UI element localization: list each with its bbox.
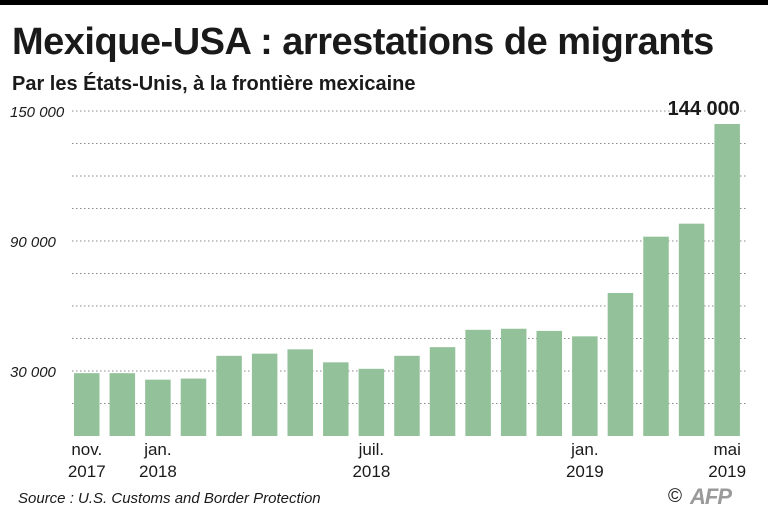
source-note: Source : U.S. Customs and Border Protect… bbox=[18, 490, 321, 507]
y-tick-label: 30 000 bbox=[10, 364, 57, 381]
bar bbox=[180, 378, 207, 436]
bar bbox=[643, 236, 669, 436]
data-label: 144 000 bbox=[668, 98, 740, 120]
chart-title: Mexique-USA : arrestations de migrants bbox=[12, 21, 714, 63]
bar bbox=[465, 329, 491, 436]
copyright-symbol: © bbox=[668, 486, 682, 507]
bar bbox=[74, 373, 100, 436]
bar bbox=[358, 368, 385, 436]
y-tick-label: 150 000 bbox=[10, 104, 65, 121]
chart-subtitle: Par les États-Unis, à la frontière mexic… bbox=[12, 73, 416, 95]
bar bbox=[394, 355, 420, 436]
x-tick-label: juil. 2018 bbox=[352, 440, 390, 481]
bar bbox=[287, 349, 313, 436]
x-tick-label: nov. 2017 bbox=[68, 440, 106, 481]
bar bbox=[323, 362, 349, 436]
bar bbox=[429, 347, 456, 436]
x-tick-label: jan. 2018 bbox=[139, 440, 177, 481]
bar bbox=[109, 373, 136, 436]
bar bbox=[714, 124, 740, 436]
bar bbox=[607, 293, 634, 436]
bar bbox=[572, 336, 598, 436]
x-tick-label: jan. 2019 bbox=[566, 440, 604, 481]
afp-logo: AFP bbox=[690, 484, 732, 509]
bar bbox=[145, 379, 171, 436]
bar bbox=[678, 223, 705, 436]
bar bbox=[216, 355, 242, 436]
y-tick-label: 90 000 bbox=[10, 234, 57, 251]
x-tick-label: mai 2019 bbox=[708, 440, 746, 481]
top-rule bbox=[0, 0, 768, 5]
bar bbox=[500, 328, 527, 436]
bar bbox=[251, 353, 278, 436]
bar bbox=[536, 330, 563, 436]
